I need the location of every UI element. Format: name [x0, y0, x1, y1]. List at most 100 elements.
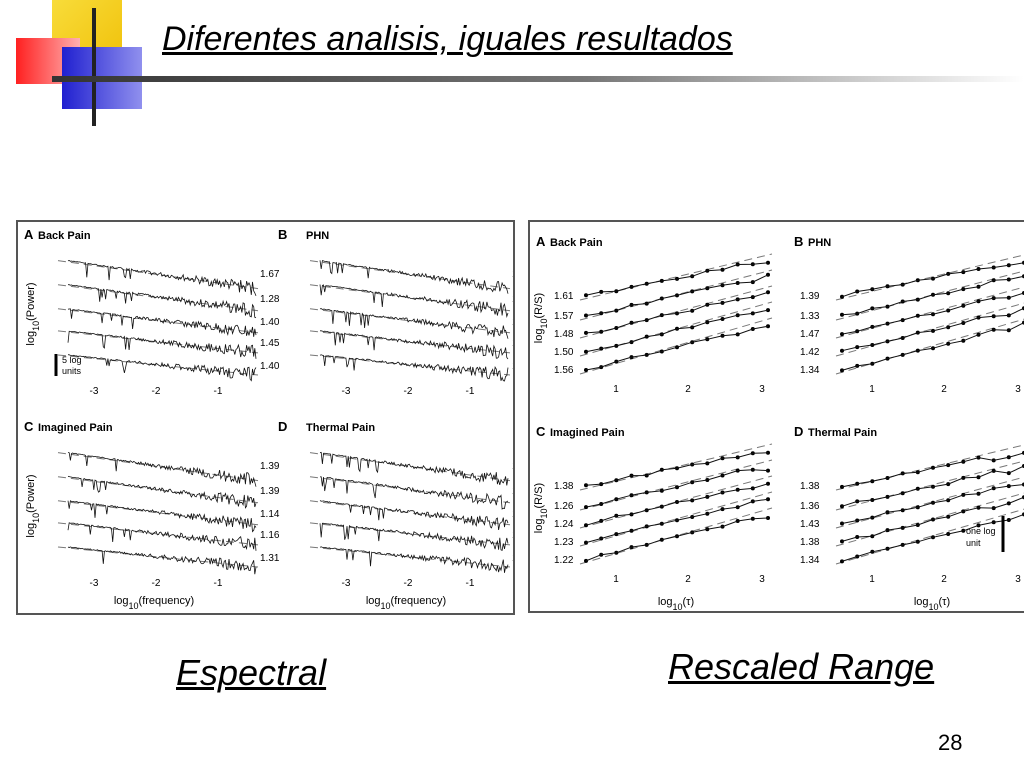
spectrum-series	[68, 284, 257, 319]
corner-vertical-line	[92, 8, 96, 126]
panel-letter-C: C	[536, 424, 546, 439]
x-axis-label: log10(frequency)	[366, 595, 446, 611]
scale-bar-label: units	[62, 366, 82, 376]
rs-series	[585, 291, 769, 334]
rs-fit-line	[579, 459, 773, 511]
rs-series	[841, 465, 1024, 507]
scale-bar-label: unit	[966, 538, 981, 548]
spectrum-fit-line	[309, 500, 511, 526]
spectrum-exponent-label: 1.45	[260, 338, 280, 349]
x-tick-label: 2	[685, 574, 691, 585]
spectral-figure: A Back Pain 1.67 1.28 1.40 1.45 1.40 -3 -2 -1 log1…	[16, 220, 532, 615]
rs-fit-line	[835, 270, 1024, 321]
spectrum-fit-line	[57, 546, 259, 568]
spectrum-fit-line	[57, 284, 259, 312]
x-tick-label: 3	[1015, 574, 1021, 585]
spectrum-series	[67, 330, 257, 359]
rs-series	[585, 452, 769, 486]
rs-series	[841, 513, 1024, 562]
caption-spectral: Espectral	[176, 652, 327, 693]
x-tick-label: -1	[466, 578, 475, 589]
spectrum-fit-line	[57, 308, 259, 334]
spectrum-fit-line	[309, 452, 511, 482]
spectrum-fit-line	[57, 330, 259, 354]
x-tick-label: -2	[152, 578, 161, 589]
rs-exponent-label: 1.50	[554, 347, 574, 358]
spectrum-fit-line	[57, 476, 259, 504]
spectrum-exponent-label: 1.40	[260, 361, 280, 372]
spectrum-fit-line	[309, 546, 511, 568]
rs-series	[585, 469, 769, 508]
rs-fit-line	[835, 302, 1024, 357]
spectrum-series	[67, 546, 257, 575]
rs-exponent-label: 1.26	[554, 501, 574, 512]
panel-letter-D: D	[794, 424, 803, 439]
rs-series	[585, 498, 769, 544]
spectrum-series	[319, 476, 509, 510]
spectrum-exponent-label: 1.55	[512, 361, 513, 372]
title-underline-rule	[52, 76, 1024, 82]
spectrum-exponent-label: 1.39	[260, 461, 280, 472]
rs-fit-line	[579, 507, 773, 565]
x-tick-label: -3	[90, 578, 99, 589]
panel-letter-B: B	[794, 234, 803, 249]
spectrum-exponent-label: 1.39	[260, 486, 280, 497]
x-tick-label: 2	[685, 384, 691, 395]
rs-exponent-label: 1.34	[800, 365, 820, 376]
rs-fit-line	[835, 508, 1024, 565]
spectrum-fit-line	[57, 500, 259, 526]
rs-series	[841, 496, 1024, 542]
x-tick-label: -1	[214, 386, 223, 397]
spectrum-fit-line	[57, 354, 259, 376]
panel-title: Back Pain	[38, 230, 91, 242]
spectrum-series	[67, 452, 257, 487]
panel-letter-D: D	[278, 419, 287, 434]
x-tick-label: 3	[1015, 384, 1021, 395]
spectrum-fit-line	[309, 284, 511, 312]
spectrum-series	[319, 522, 509, 551]
y-axis-label: log10(R/S)	[533, 293, 549, 343]
x-tick-label: -3	[342, 578, 351, 589]
x-tick-label: 2	[941, 574, 947, 585]
rs-series	[841, 275, 1024, 316]
rs-series	[841, 452, 1024, 488]
y-axis-label: log10(Power)	[25, 474, 41, 537]
rs-series	[585, 483, 769, 526]
rescaled-range-figure: A Back Pain 1.61 1.57 1.48 1.50 1.56 1 2 3 log10(R…	[528, 220, 1024, 613]
panel-title: Imagined Pain	[550, 427, 625, 439]
rs-series	[585, 309, 769, 353]
spectrum-series	[319, 546, 509, 573]
panel-letter-A: A	[24, 227, 34, 242]
spectrum-exponent-label: 1.31	[512, 294, 513, 305]
spectrum-exponent-label: 1.14	[260, 509, 280, 520]
spectrum-exponent-label: 1.38	[512, 530, 513, 541]
x-tick-label: 1	[613, 574, 619, 585]
rs-series	[585, 262, 769, 296]
spectrum-series	[67, 259, 257, 297]
rs-exponent-label: 1.38	[800, 537, 820, 548]
spectrum-series	[319, 451, 509, 486]
rs-exponent-label: 1.22	[554, 555, 574, 566]
rs-exponent-label: 1.23	[554, 537, 574, 548]
rs-exponent-label: 1.57	[554, 311, 574, 322]
rs-exponent-label: 1.47	[800, 329, 820, 340]
x-tick-label: -3	[90, 386, 99, 397]
rs-data-point	[766, 290, 770, 295]
rs-data-point	[840, 539, 844, 544]
rs-exponent-label: 1.36	[800, 501, 820, 512]
y-axis-label: log10(R/S)	[533, 483, 549, 533]
spectrum-series	[319, 500, 509, 530]
x-tick-label: -2	[404, 386, 413, 397]
panel-letter-A: A	[536, 234, 546, 249]
panel-letter-B: B	[278, 227, 287, 242]
rs-series	[841, 262, 1024, 298]
spectrum-exponent-label: 1.01	[512, 338, 513, 349]
rs-exponent-label: 1.39	[800, 291, 820, 302]
rs-exponent-label: 1.43	[800, 519, 820, 530]
x-tick-label: -2	[152, 386, 161, 397]
spectrum-exponent-label: 1.37	[512, 269, 513, 280]
x-tick-label: -3	[342, 386, 351, 397]
caption-rescaled-range: Rescaled Range	[668, 646, 935, 687]
spectrum-fit-line	[309, 330, 511, 354]
slide-title: Diferentes analisis, iguales resultados	[162, 20, 733, 58]
